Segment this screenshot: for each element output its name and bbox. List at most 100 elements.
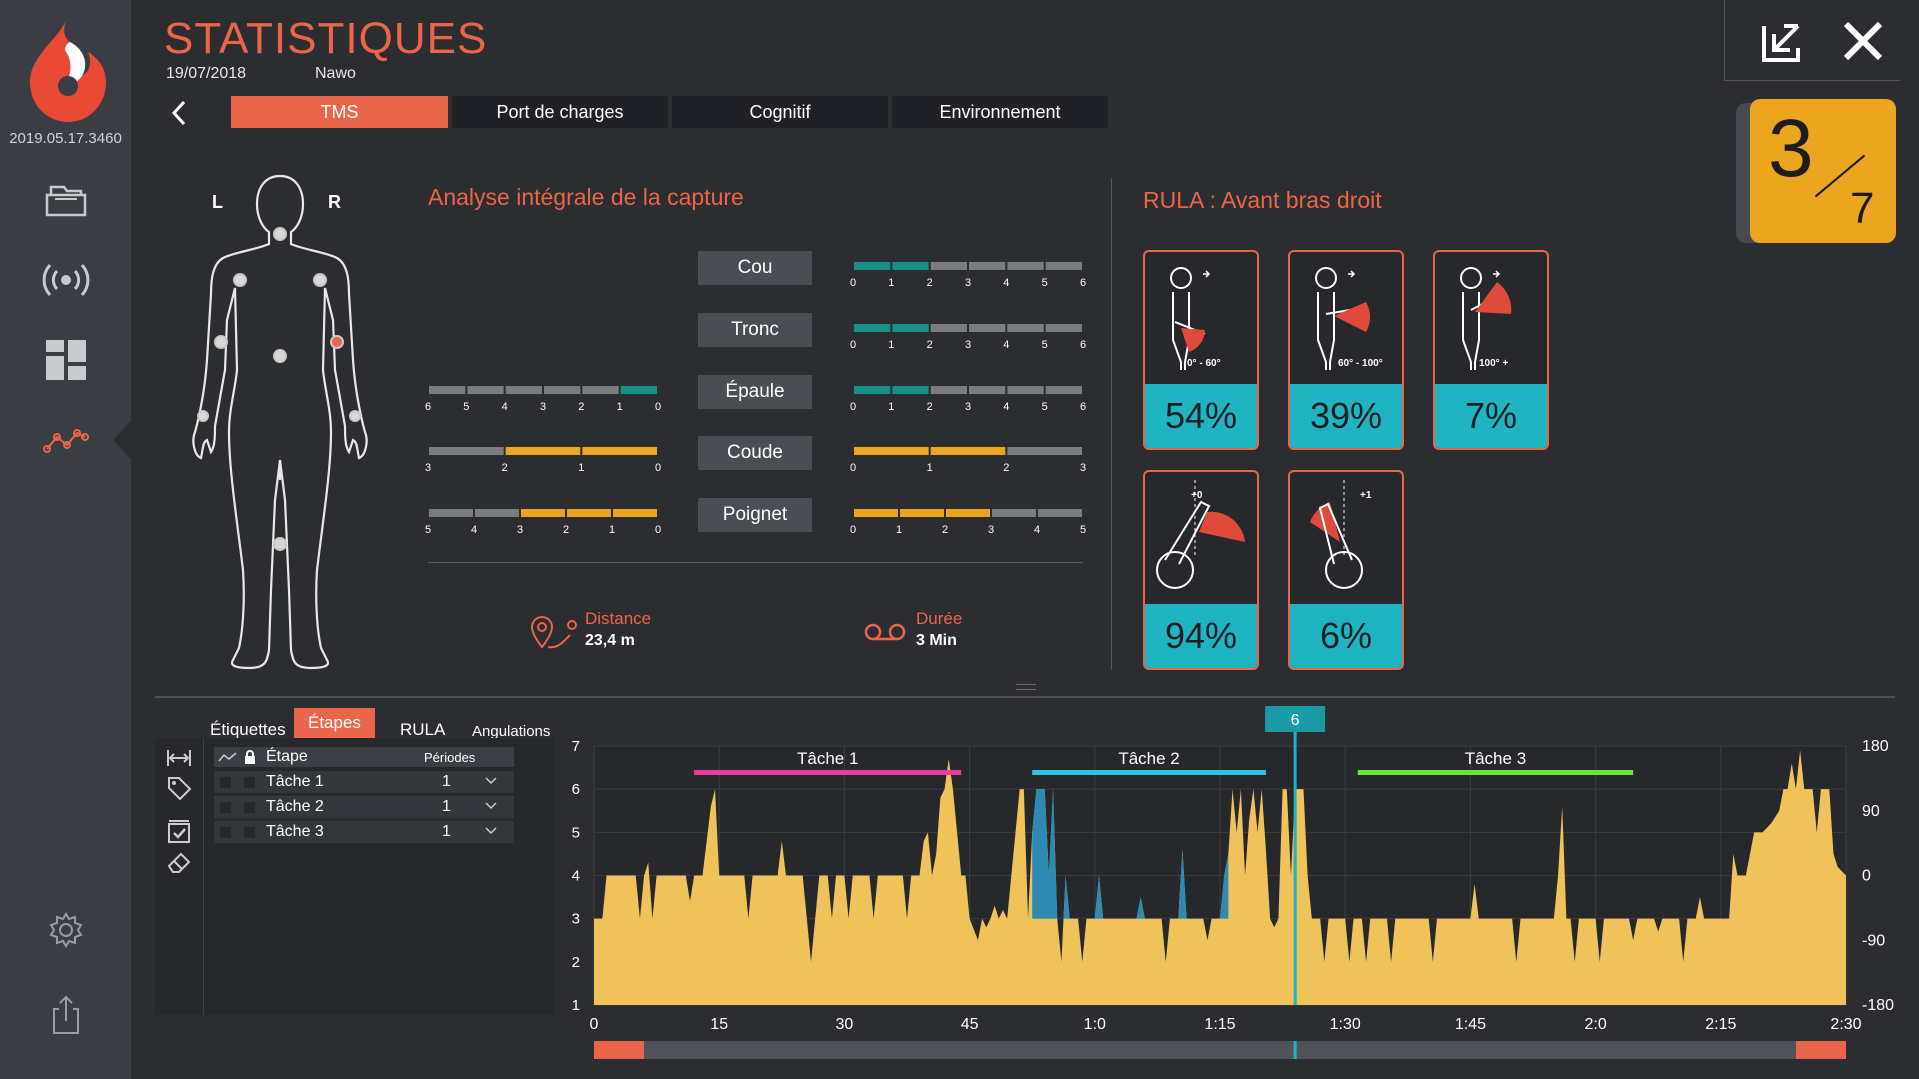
step-name: Tâche 2 xyxy=(266,798,324,815)
step-row[interactable]: Tâche 3 1 xyxy=(214,821,514,843)
tab-angulations[interactable]: Angulations xyxy=(472,723,551,740)
tag-icon[interactable] xyxy=(165,774,193,802)
score-tick-left: 2 xyxy=(563,524,569,536)
tab-rula[interactable]: RULA xyxy=(400,720,446,739)
scrollbar-cursor[interactable] xyxy=(1293,1041,1297,1059)
step-lock-checkbox[interactable] xyxy=(244,802,255,813)
scrollbar-end-handle[interactable] xyxy=(1796,1041,1846,1059)
time-cursor-label: 6 xyxy=(1291,712,1300,729)
nav-export[interactable] xyxy=(28,985,104,1045)
score-tick-left: 3 xyxy=(517,524,523,536)
distance-value: 23,4 m xyxy=(585,632,635,649)
nav-dashboard[interactable] xyxy=(28,330,104,390)
score-segment-right-3 xyxy=(930,447,1006,455)
tab-etiquettes[interactable]: Étiquettes xyxy=(210,720,286,739)
panel-splitter[interactable] xyxy=(155,696,1895,698)
line-chart-icon xyxy=(43,429,89,453)
score-segment-left-4 xyxy=(429,509,473,517)
tab-tms[interactable]: TMS xyxy=(231,96,448,128)
score-tick-right: 2 xyxy=(927,401,933,413)
checklist-icon[interactable] xyxy=(165,818,193,846)
chart-y-right-tick: 0 xyxy=(1862,868,1871,885)
nav-settings[interactable] xyxy=(28,900,104,960)
trend-icon xyxy=(218,752,237,762)
task-bar[interactable] xyxy=(1032,770,1266,775)
chevron-down-icon[interactable] xyxy=(484,798,498,812)
score-segment-left-2 xyxy=(582,386,619,394)
score-segment-left-4 xyxy=(475,509,519,517)
scrollbar-start-handle[interactable] xyxy=(594,1041,644,1059)
score-tick-right: 2 xyxy=(927,339,933,351)
close-button[interactable] xyxy=(1840,18,1886,64)
score-segment-left-4 xyxy=(613,509,657,517)
rula-percent-4: 6% xyxy=(1290,604,1402,668)
tab-etapes[interactable]: Étapes xyxy=(294,708,375,738)
step-visibility-checkbox[interactable] xyxy=(220,827,231,838)
score-segment-left-3 xyxy=(505,447,581,455)
step-row[interactable]: Tâche 1 1 xyxy=(214,771,514,793)
step-visibility-checkbox[interactable] xyxy=(220,802,231,813)
back-button[interactable] xyxy=(168,98,192,128)
chevron-down-icon[interactable] xyxy=(484,823,498,837)
distance-label: Distance xyxy=(585,609,652,628)
score-segment-left-2 xyxy=(620,386,657,394)
score-segment-right-1 xyxy=(1045,324,1082,332)
score-segment-left-3 xyxy=(429,447,504,455)
score-tick-left: 6 xyxy=(425,401,431,413)
nav-sessions[interactable] xyxy=(28,170,104,230)
header-line xyxy=(1724,80,1900,81)
rula-card-plus-0: +0 94% xyxy=(1143,470,1259,670)
timeline-chart[interactable]: 0 15 30 45 1:0 1:15 1:30 1:45 2:0 2:15 2:30 7 6 5 4 3 2 1… xyxy=(556,700,1896,1040)
nav-sensors[interactable] xyxy=(28,250,104,310)
tab-port-de-charges[interactable]: Port de charges xyxy=(452,96,668,128)
fit-width-icon[interactable] xyxy=(165,744,193,772)
score-tick-right: 6 xyxy=(1080,277,1086,289)
chart-y-right-tick: 90 xyxy=(1862,803,1880,820)
nav-statistics[interactable] xyxy=(28,410,104,470)
score-tick-right: 6 xyxy=(1080,339,1086,351)
score-tick-right: 4 xyxy=(1034,524,1040,536)
score-tick-right: 0 xyxy=(850,524,856,536)
score-tick-right: 4 xyxy=(1003,339,1009,351)
left-sidebar: 2019.05.17.3460 xyxy=(0,0,131,1079)
eraser-icon[interactable] xyxy=(165,848,193,876)
segment-label-poignet: Poignet xyxy=(698,498,812,532)
distance-icon xyxy=(530,615,577,649)
step-lock-checkbox[interactable] xyxy=(244,827,255,838)
minimize-button[interactable] xyxy=(1760,18,1806,64)
score-segment-right-0 xyxy=(1045,262,1082,270)
task-label: Tâche 3 xyxy=(1465,749,1526,768)
analysis-title: Analyse intégrale de la capture xyxy=(428,184,744,210)
tool-column xyxy=(155,738,204,1015)
broadcast-icon xyxy=(42,263,90,297)
tab-environnement[interactable]: Environnement xyxy=(892,96,1108,128)
forearm-inward-icon: +0 xyxy=(1156,480,1245,589)
chart-x-tick: 1:30 xyxy=(1330,1016,1361,1033)
timeline-scrollbar[interactable] xyxy=(594,1041,1846,1059)
forearm-low-icon: 0° - 60° xyxy=(1170,267,1221,370)
task-bar[interactable] xyxy=(1357,770,1634,775)
chevron-down-icon[interactable] xyxy=(484,773,498,787)
step-lock-checkbox[interactable] xyxy=(244,777,255,788)
step-visibility-checkbox[interactable] xyxy=(220,777,231,788)
score-tick-right: 1 xyxy=(888,401,894,413)
score-segment-right-0 xyxy=(930,262,967,270)
chart-x-tick: 2:15 xyxy=(1705,1016,1736,1033)
steps-header-periods: Périodes xyxy=(424,750,476,765)
score-segment-left-2 xyxy=(544,386,581,394)
score-segment-right-1 xyxy=(1007,324,1044,332)
task-label: Tâche 1 xyxy=(797,749,858,768)
task-bar[interactable] xyxy=(694,770,962,775)
step-row[interactable]: Tâche 2 1 xyxy=(214,796,514,818)
rula-title: RULA : Avant bras droit xyxy=(1143,187,1382,213)
score-tick-left: 3 xyxy=(425,462,431,474)
chart-x-tick: 2:30 xyxy=(1830,1016,1861,1033)
splitter-grip[interactable] xyxy=(1016,684,1036,690)
chart-y-right-tick: -90 xyxy=(1862,932,1885,949)
tab-cognitif[interactable]: Cognitif xyxy=(672,96,888,128)
score-tick-right: 1 xyxy=(896,524,902,536)
time-cursor-badge[interactable] xyxy=(1265,706,1326,732)
segment-label-cou: Cou xyxy=(698,251,812,285)
score-tick-right: 2 xyxy=(927,277,933,289)
